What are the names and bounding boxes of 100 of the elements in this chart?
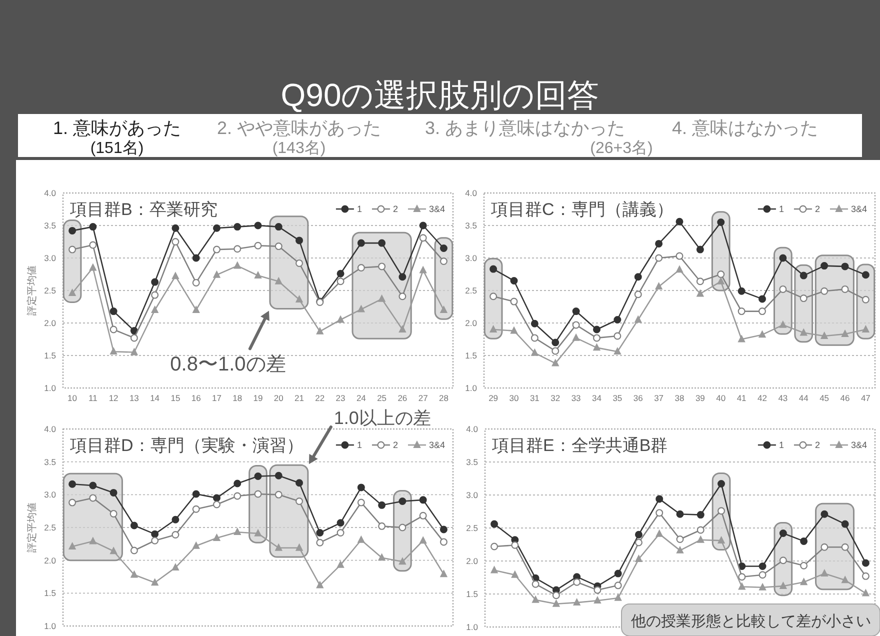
point xyxy=(68,542,76,550)
text: 1.0以上の差 xyxy=(334,408,431,428)
point xyxy=(758,562,766,570)
point xyxy=(862,325,870,332)
point xyxy=(172,272,180,280)
point xyxy=(532,596,540,603)
point xyxy=(614,594,622,601)
x-tick-label: 35 xyxy=(612,393,622,403)
point xyxy=(552,347,560,355)
x-tick-label: 33 xyxy=(571,393,582,403)
x-tick-label: 32 xyxy=(550,393,560,403)
point xyxy=(357,239,365,247)
point xyxy=(440,258,448,265)
y-tick-label: 1.5 xyxy=(44,350,56,360)
y-tick-label: 2.0 xyxy=(44,318,56,328)
point xyxy=(398,292,406,300)
point xyxy=(274,472,282,480)
y-tick-label: 1.5 xyxy=(465,350,478,360)
point xyxy=(234,262,241,269)
point xyxy=(780,582,787,590)
point xyxy=(151,278,159,286)
point xyxy=(676,252,684,260)
point xyxy=(316,538,324,546)
point xyxy=(151,530,159,538)
y-tick-label: 3.5 xyxy=(466,457,478,467)
point xyxy=(212,224,220,232)
x-tick-label: 24 xyxy=(356,393,366,403)
point xyxy=(490,566,498,574)
point xyxy=(676,546,684,554)
point xyxy=(68,226,76,234)
point xyxy=(820,543,828,551)
x-tick-label: 30 xyxy=(509,393,519,403)
legend-label: 1 xyxy=(778,440,784,450)
x-tick-label: 29 xyxy=(488,393,498,403)
point xyxy=(151,578,158,586)
point xyxy=(656,530,663,537)
point xyxy=(738,308,746,316)
x-tick-label: 44 xyxy=(798,393,809,403)
point xyxy=(130,348,138,356)
point xyxy=(572,308,580,316)
point xyxy=(800,294,808,302)
point xyxy=(440,526,448,534)
y-tick-label: 1.0 xyxy=(465,383,478,393)
point xyxy=(316,581,324,588)
point xyxy=(841,520,849,528)
point xyxy=(192,306,200,313)
x-tick-label: 14 xyxy=(150,393,160,403)
point xyxy=(357,498,365,506)
point xyxy=(172,530,180,538)
x-tick-label: 17 xyxy=(212,393,222,403)
point xyxy=(296,479,304,487)
point xyxy=(800,562,808,570)
y-tick-label: 3.0 xyxy=(44,490,56,500)
x-tick-label: 11 xyxy=(88,393,98,403)
point xyxy=(192,254,200,262)
point xyxy=(274,490,282,498)
point xyxy=(758,308,766,316)
point xyxy=(634,273,642,281)
point xyxy=(530,320,538,328)
y-tick-label: 2.5 xyxy=(44,522,56,532)
point xyxy=(862,572,870,580)
point xyxy=(656,495,664,503)
point xyxy=(634,316,642,323)
y-tick-label: 2.5 xyxy=(466,523,478,533)
legend-label: 1 xyxy=(356,440,362,450)
point xyxy=(296,259,304,267)
point xyxy=(573,598,580,606)
point xyxy=(419,496,427,504)
point xyxy=(398,273,406,281)
y-tick-label: 3.0 xyxy=(466,490,478,500)
point xyxy=(68,246,76,254)
point xyxy=(378,262,386,270)
y-tick-label: 4.0 xyxy=(465,188,478,198)
y-tick-label: 2.5 xyxy=(465,286,478,296)
y-tick-label: 1.0 xyxy=(466,622,478,632)
point xyxy=(130,546,138,554)
point xyxy=(594,586,602,594)
point xyxy=(717,277,724,284)
point xyxy=(490,520,498,528)
point xyxy=(800,537,808,545)
point xyxy=(316,327,324,334)
point xyxy=(213,270,220,278)
point xyxy=(358,305,365,312)
point xyxy=(296,497,304,505)
point xyxy=(357,484,365,492)
point xyxy=(254,529,262,536)
point xyxy=(510,298,518,306)
point xyxy=(89,223,97,231)
point xyxy=(398,558,406,565)
point xyxy=(490,325,497,332)
x-tick-label: 37 xyxy=(654,393,664,403)
point xyxy=(841,576,849,584)
point xyxy=(718,480,726,488)
text: 2. やや意味があった xyxy=(217,118,382,138)
legend-label: 3&4 xyxy=(850,204,867,214)
point xyxy=(192,490,200,498)
point xyxy=(398,497,406,505)
point xyxy=(820,262,828,270)
point xyxy=(212,246,220,254)
chart-title: 項目群D：専門（実験・演習） xyxy=(69,436,304,455)
